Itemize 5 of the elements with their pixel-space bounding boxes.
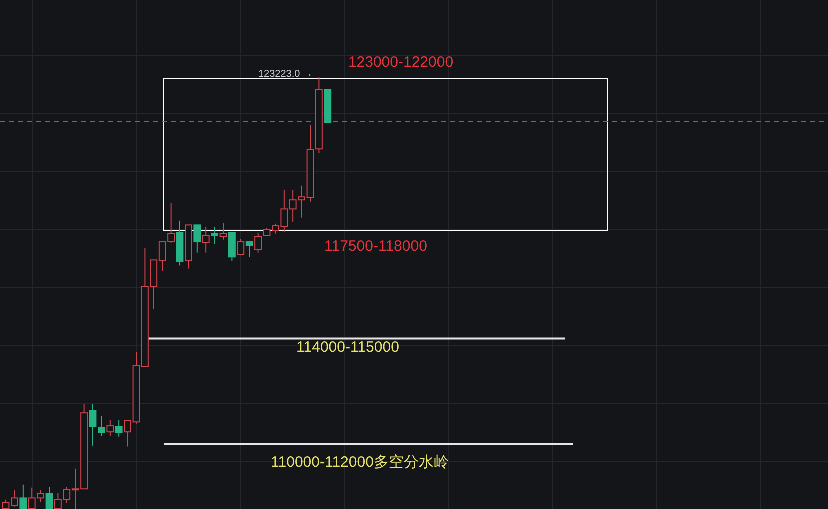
annotation: 110000-112000多空分水岭: [271, 454, 449, 471]
annotation: 123223.0 →: [258, 69, 313, 80]
text: 123000-122000: [348, 54, 454, 71]
annotation: 114000-115000: [296, 339, 400, 356]
annotation: 117500-118000: [324, 238, 428, 255]
